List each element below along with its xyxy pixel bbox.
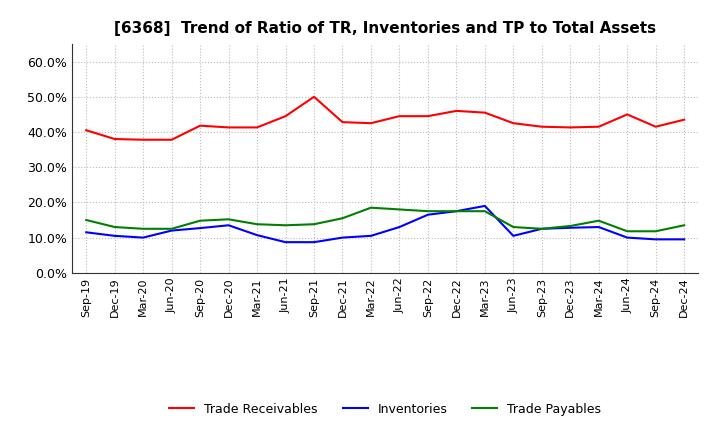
Trade Receivables: [366, 121, 375, 126]
Trade Receivables: [139, 137, 148, 143]
Trade Payables: [338, 216, 347, 221]
Trade Receivables: [623, 112, 631, 117]
Trade Payables: [395, 207, 404, 212]
Inventories: [652, 237, 660, 242]
Inventories: [623, 235, 631, 240]
Line: Trade Receivables: Trade Receivables: [86, 97, 684, 140]
Trade Payables: [623, 229, 631, 234]
Inventories: [395, 224, 404, 230]
Trade Payables: [282, 223, 290, 228]
Inventories: [196, 225, 204, 231]
Trade Payables: [480, 209, 489, 214]
Trade Payables: [225, 216, 233, 222]
Trade Payables: [452, 209, 461, 214]
Trade Receivables: [423, 114, 432, 119]
Trade Payables: [595, 218, 603, 224]
Inventories: [310, 239, 318, 245]
Trade Payables: [82, 217, 91, 223]
Trade Payables: [167, 226, 176, 231]
Trade Payables: [423, 209, 432, 214]
Trade Receivables: [225, 125, 233, 130]
Title: [6368]  Trend of Ratio of TR, Inventories and TP to Total Assets: [6368] Trend of Ratio of TR, Inventories…: [114, 21, 656, 36]
Trade Payables: [253, 222, 261, 227]
Trade Receivables: [395, 114, 404, 119]
Trade Receivables: [595, 124, 603, 129]
Trade Receivables: [253, 125, 261, 130]
Trade Receivables: [282, 114, 290, 119]
Trade Receivables: [480, 110, 489, 115]
Trade Receivables: [167, 137, 176, 143]
Trade Payables: [310, 222, 318, 227]
Inventories: [537, 226, 546, 231]
Inventories: [480, 203, 489, 209]
Inventories: [566, 225, 575, 231]
Inventories: [338, 235, 347, 240]
Inventories: [82, 230, 91, 235]
Line: Trade Payables: Trade Payables: [86, 208, 684, 231]
Trade Receivables: [509, 121, 518, 126]
Inventories: [452, 209, 461, 214]
Inventories: [167, 228, 176, 233]
Inventories: [110, 233, 119, 238]
Trade Payables: [110, 224, 119, 230]
Inventories: [680, 237, 688, 242]
Trade Payables: [139, 226, 148, 231]
Trade Payables: [566, 224, 575, 229]
Trade Receivables: [196, 123, 204, 128]
Legend: Trade Receivables, Inventories, Trade Payables: Trade Receivables, Inventories, Trade Pa…: [164, 398, 606, 421]
Trade Payables: [196, 218, 204, 224]
Trade Receivables: [310, 94, 318, 99]
Inventories: [225, 223, 233, 228]
Inventories: [509, 233, 518, 238]
Trade Payables: [366, 205, 375, 210]
Trade Receivables: [82, 128, 91, 133]
Trade Payables: [537, 226, 546, 231]
Trade Receivables: [566, 125, 575, 130]
Inventories: [595, 224, 603, 230]
Line: Inventories: Inventories: [86, 206, 684, 242]
Trade Receivables: [680, 117, 688, 122]
Trade Receivables: [338, 120, 347, 125]
Inventories: [423, 212, 432, 217]
Trade Payables: [652, 229, 660, 234]
Trade Receivables: [652, 124, 660, 129]
Inventories: [253, 232, 261, 238]
Trade Payables: [509, 224, 518, 230]
Inventories: [139, 235, 148, 240]
Trade Receivables: [537, 124, 546, 129]
Trade Receivables: [452, 108, 461, 114]
Trade Payables: [680, 223, 688, 228]
Trade Receivables: [110, 136, 119, 142]
Inventories: [282, 239, 290, 245]
Inventories: [366, 233, 375, 238]
